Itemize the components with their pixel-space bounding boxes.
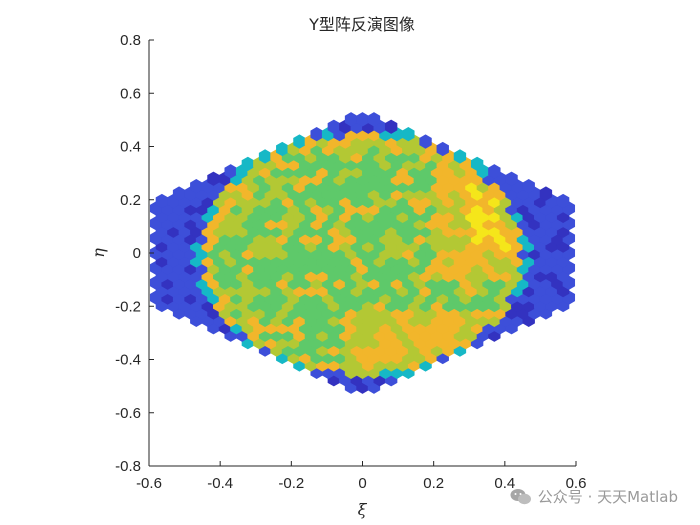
x-tick-label: -0.6 <box>136 475 162 492</box>
hex-cell <box>344 112 358 127</box>
hex-cell <box>539 186 553 201</box>
hex-cell <box>470 156 484 172</box>
hex-cell <box>505 171 518 186</box>
hex-cell <box>419 134 432 149</box>
hex-cell <box>207 171 220 186</box>
x-tick-label: -0.2 <box>278 475 304 492</box>
axes: -0.6 -0.4 -0.2 0 0.2 0.4 0.6 0.8 0.6 0.4 0.2 0 -0.2 -… <box>115 32 586 492</box>
x-axis-label: ξ <box>358 500 368 519</box>
watermark-text: 公众号 · 天天Matlab <box>537 488 678 506</box>
y-tick-label: -0.2 <box>115 298 141 315</box>
hex-cell <box>384 119 398 134</box>
hex-cell <box>367 112 381 127</box>
chart-title: Y型阵反演图像 <box>308 15 415 34</box>
hex-cell <box>293 134 306 149</box>
y-tick-label: -0.6 <box>115 405 141 422</box>
hex-cell <box>522 179 535 194</box>
y-axis-label: η <box>89 248 108 258</box>
watermark: 公众号 · 天天Matlab <box>510 486 678 507</box>
hex-cell <box>224 164 237 179</box>
hex-cell <box>155 193 169 209</box>
hex-cell <box>241 156 255 172</box>
hex-cell <box>436 141 449 157</box>
x-tick-label: 0.2 <box>423 475 444 492</box>
y-tick-label: 0.4 <box>120 139 141 156</box>
y-tick-label: -0.4 <box>115 352 141 369</box>
hex-cell <box>276 141 289 157</box>
y-tick-label: -0.8 <box>115 458 141 475</box>
hex-cell <box>453 149 467 164</box>
x-tick-label: 0 <box>358 475 366 492</box>
y-tick-label: 0 <box>133 245 141 262</box>
hex-cell <box>356 112 369 127</box>
y-tick-label: 0.2 <box>120 192 141 209</box>
y-tick-label: 0.8 <box>120 32 141 49</box>
hex-cell <box>172 186 186 201</box>
y-tick-label: 0.6 <box>120 85 141 102</box>
x-tick-label: 0.4 <box>494 475 515 492</box>
hex-cell-layer <box>149 112 576 394</box>
x-tick-label: 0.6 <box>566 475 587 492</box>
hex-cell <box>258 149 272 164</box>
hex-cell <box>190 179 203 194</box>
x-tick-label: -0.4 <box>207 475 233 492</box>
wechat-icon <box>510 488 531 504</box>
hex-cell <box>327 119 341 134</box>
hex-cell <box>556 193 570 209</box>
hex-cell <box>310 127 323 142</box>
hex-cell <box>402 127 415 142</box>
hex-cell <box>488 164 501 179</box>
